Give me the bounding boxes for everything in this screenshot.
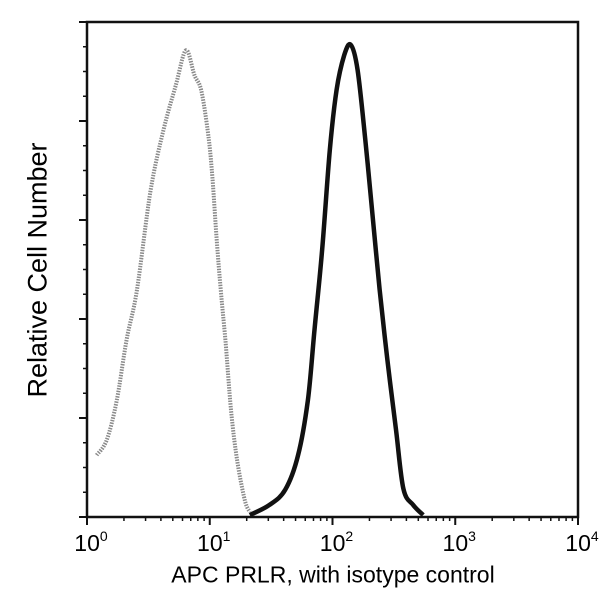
x-tick-label: 103 bbox=[442, 528, 476, 556]
prlr-histogram-line bbox=[248, 41, 425, 518]
x-tick-label: 101 bbox=[197, 528, 231, 556]
y-axis-label: Relative Cell Number bbox=[22, 142, 53, 398]
series-group bbox=[95, 41, 425, 518]
x-tick-label: 104 bbox=[565, 528, 599, 556]
plot-frame bbox=[85, 20, 580, 519]
x-axis-label: APC PRLR, with isotype control bbox=[171, 561, 495, 588]
x-tick-label: 102 bbox=[319, 528, 354, 556]
y-axis-ticks bbox=[79, 21, 87, 518]
x-tick-label: 100 bbox=[74, 528, 108, 556]
x-axis-ticks bbox=[86, 517, 579, 525]
isotype-control-histogram-line bbox=[95, 48, 252, 513]
